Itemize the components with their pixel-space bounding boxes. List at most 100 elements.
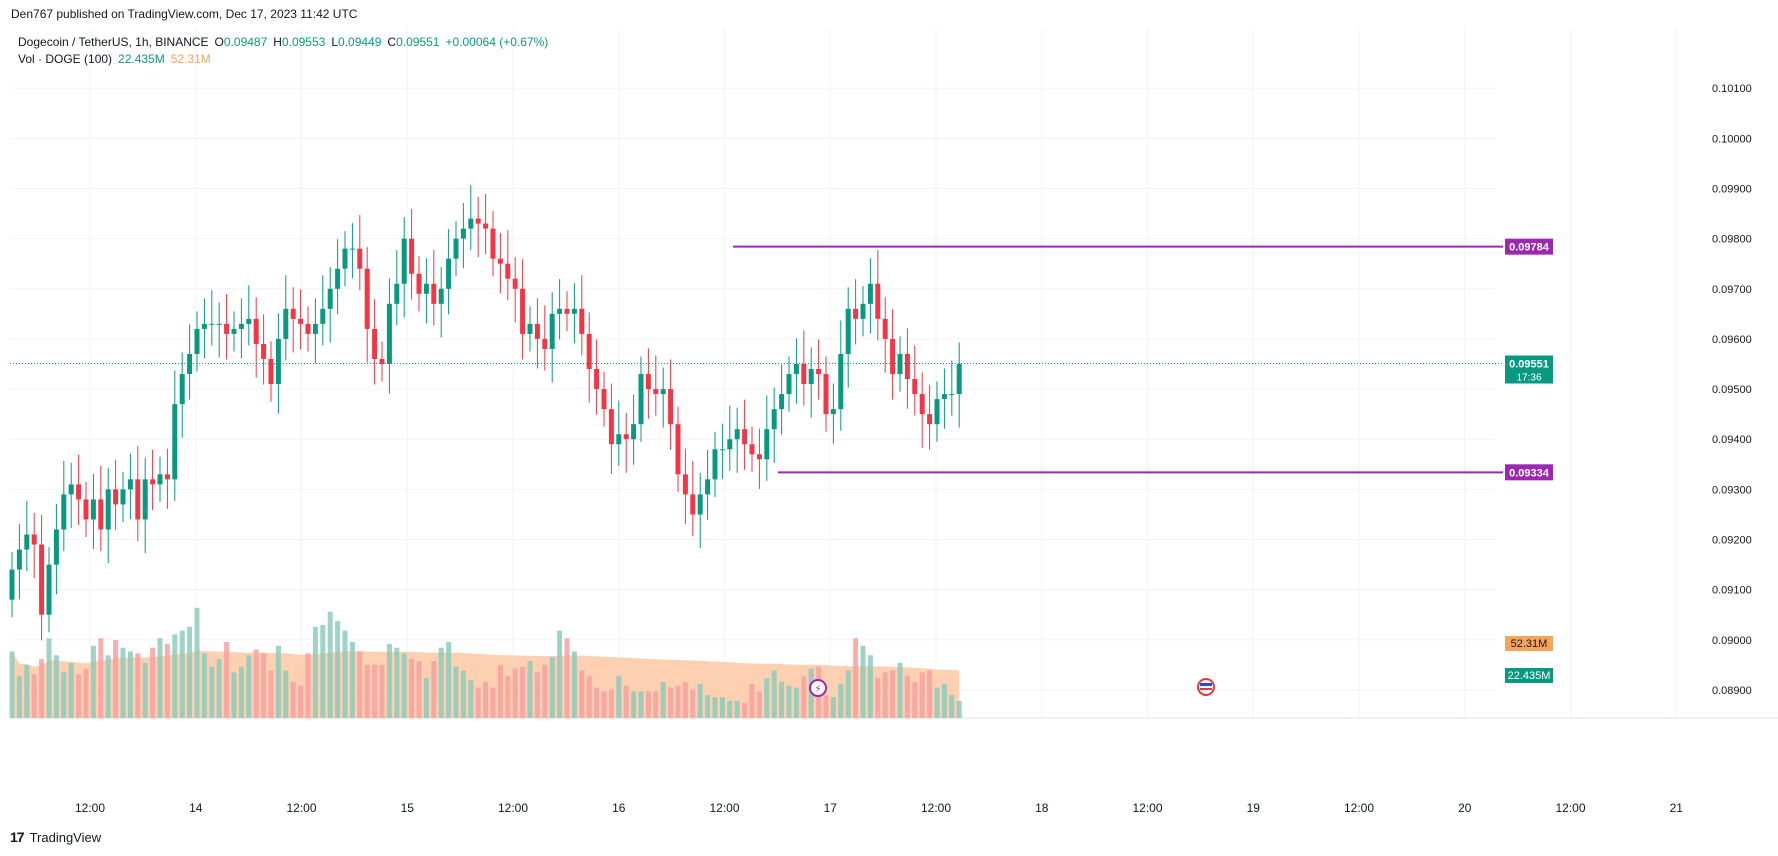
- candle-body: [209, 323, 215, 325]
- candle-body: [431, 283, 437, 304]
- volume-bar: [712, 697, 718, 718]
- volume-bar: [275, 645, 281, 718]
- chart-panel[interactable]: 0.10100 0.10000 0.09900 0.09800 0.09700 0.096…: [0, 28, 1778, 828]
- candle-body: [157, 474, 163, 485]
- candle-body: [771, 409, 777, 430]
- candle-body: [179, 374, 185, 405]
- candle-body: [734, 429, 740, 440]
- volume-bar: [631, 691, 637, 718]
- y-tick-label: 0.09300: [1712, 484, 1752, 496]
- x-tick-label: 17: [824, 801, 838, 815]
- candle-body: [882, 318, 888, 339]
- candle-body: [194, 328, 200, 354]
- volume-bar: [727, 700, 733, 718]
- x-tick-label: 12:00: [1344, 801, 1374, 815]
- volume-bar: [867, 655, 873, 718]
- candle-body: [571, 308, 577, 314]
- volume-bar: [793, 687, 799, 718]
- candle-body: [379, 358, 385, 364]
- candle-body: [727, 439, 733, 450]
- candle-body: [890, 338, 896, 375]
- candle-body: [719, 449, 725, 451]
- candle-body: [956, 364, 962, 395]
- candle-body: [453, 238, 459, 259]
- resistance-level-tag: [1505, 238, 1553, 255]
- candle-body: [335, 268, 341, 289]
- current-price-label: 0.09551: [1509, 358, 1549, 370]
- volume-bar: [386, 643, 392, 718]
- candle-body: [853, 308, 859, 319]
- candle-body: [608, 409, 614, 445]
- candle-body: [39, 544, 45, 615]
- ohlc-row: Dogecoin / TetherUS, 1h, BINANCE O 0.0948…: [18, 34, 548, 51]
- volume-bar: [682, 681, 688, 718]
- volume-bar: [934, 687, 940, 718]
- x-tick-label: 12:00: [1555, 801, 1585, 815]
- candle-body: [98, 499, 104, 530]
- volume-bar: [224, 642, 230, 718]
- y-tick-label: 0.09400: [1712, 434, 1752, 446]
- volume-bar: [423, 678, 429, 718]
- volume-row: Vol · DOGE (100) 22.435M 52.31M: [18, 51, 548, 68]
- candle-body: [697, 494, 703, 515]
- open-value: 0.09487: [223, 35, 268, 49]
- volume-bar: [875, 678, 881, 718]
- candle-body: [527, 323, 533, 334]
- y-tick-label: 0.09700: [1712, 284, 1752, 296]
- volume-bar: [238, 666, 244, 718]
- candle-body: [83, 499, 89, 520]
- candle-body: [549, 313, 555, 349]
- candle-body: [564, 308, 570, 314]
- x-tick-label: 20: [1458, 801, 1472, 815]
- close-value: 0.09551: [396, 35, 440, 49]
- volume-bar: [46, 638, 52, 718]
- volume-bar: [490, 687, 496, 718]
- candle-body: [201, 323, 207, 329]
- volume-bar: [497, 664, 503, 718]
- candle-body: [268, 358, 274, 385]
- x-tick-label: 14: [189, 801, 203, 815]
- candle-body: [253, 318, 259, 344]
- volume-bar: [157, 638, 163, 718]
- volume-bar: [164, 643, 170, 718]
- candle-body: [919, 394, 925, 415]
- volume-bar: [9, 651, 15, 718]
- candle-body: [949, 394, 955, 396]
- price-chart[interactable]: 0.10100 0.10000 0.09900 0.09800 0.09700 0.096…: [0, 28, 1778, 828]
- candle-body: [135, 479, 141, 520]
- y-tick-label: 0.10100: [1712, 83, 1752, 95]
- candle-body: [76, 484, 82, 500]
- volume-bar: [786, 685, 792, 718]
- candle-body: [845, 308, 851, 354]
- candle-body: [120, 489, 126, 505]
- candle-body: [601, 389, 607, 410]
- candle-body: [668, 389, 674, 425]
- high-label: H: [273, 35, 282, 49]
- volume-bar: [39, 659, 45, 718]
- candle-body: [483, 223, 489, 229]
- volume-bar: [668, 687, 674, 718]
- volume-bar: [187, 626, 193, 718]
- lightning-glyph-icon: ⚡: [814, 684, 821, 695]
- candle-body: [349, 248, 355, 250]
- current-price-tag: [1505, 355, 1553, 384]
- volume-bar: [76, 674, 82, 718]
- volume-bar: [830, 697, 836, 718]
- candle-body: [224, 323, 230, 334]
- symbol-title[interactable]: Dogecoin / TetherUS, 1h, BINANCE: [18, 35, 209, 49]
- candle-body: [786, 374, 792, 395]
- candle-body: [238, 323, 244, 329]
- volume-bar: [172, 634, 178, 718]
- volume-label[interactable]: Vol · DOGE (100): [18, 52, 113, 66]
- x-tick-label: 12:00: [921, 801, 951, 815]
- candle-body: [927, 414, 933, 425]
- tradingview-brand[interactable]: 17 TradingView: [10, 829, 101, 845]
- volume-bar: [135, 653, 141, 718]
- candle-body: [764, 429, 770, 460]
- resistance-level-label: 0.09784: [1509, 242, 1550, 254]
- candle-body: [823, 374, 829, 415]
- volume-bar: [283, 670, 289, 718]
- candle-body: [357, 248, 363, 269]
- candle-body: [534, 323, 540, 339]
- candle-body: [520, 288, 526, 334]
